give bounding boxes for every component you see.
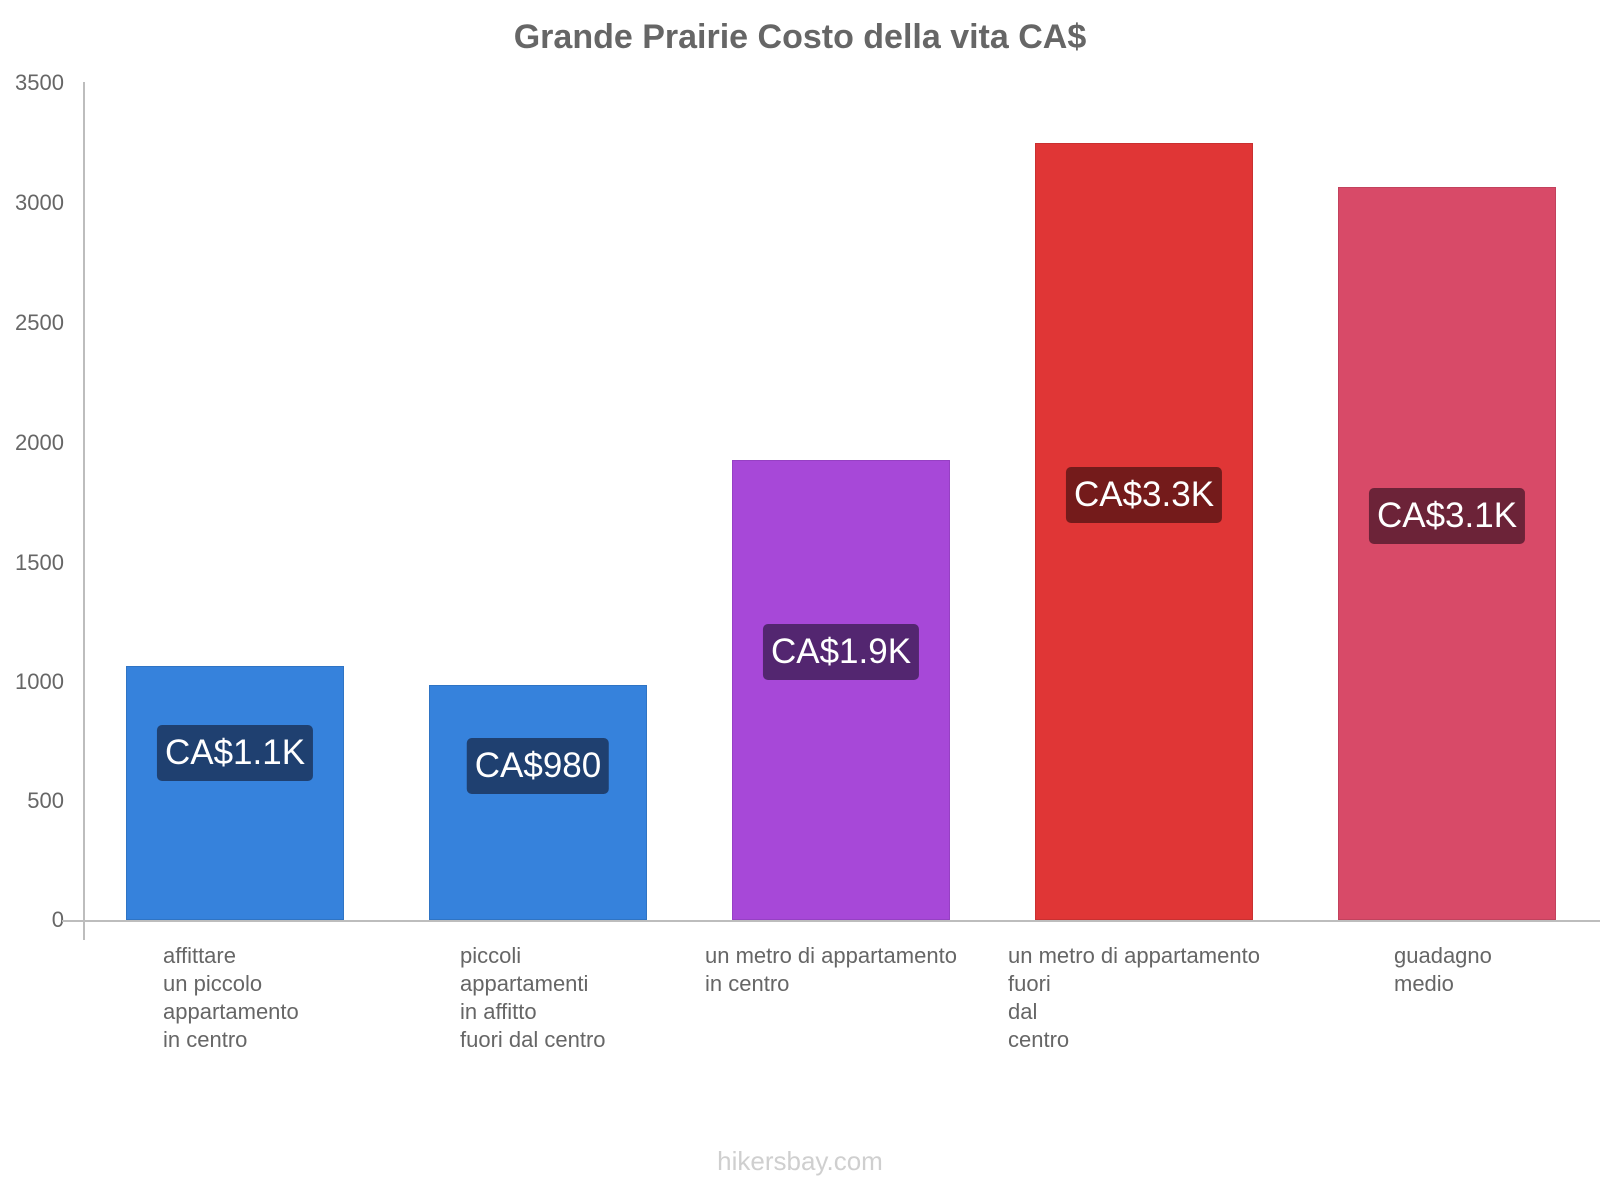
y-tick-label: 1000 (15, 669, 64, 694)
x-category-label: piccoli appartamenti in affitto fuori da… (460, 942, 606, 1054)
label-line: medio (1394, 971, 1454, 996)
bar-value-label: CA$1.1K (156, 725, 314, 781)
y-tick-label: 500 (27, 788, 64, 813)
label-line: un metro di appartamento (705, 943, 957, 968)
y-tick-label: 1500 (15, 550, 64, 575)
label-line: fuori dal centro (460, 1027, 606, 1052)
x-axis-line (62, 920, 1600, 922)
label-line: appartamenti (460, 971, 589, 996)
label-line: dal (1008, 999, 1038, 1024)
bar-value-label: CA$3.1K (1368, 488, 1526, 544)
y-tick-label: 2000 (15, 430, 64, 455)
bar-value-label: CA$980 (466, 738, 610, 794)
chart-title: Grande Prairie Costo della vita CA$ (513, 18, 1087, 56)
y-tick-label: 3500 (15, 70, 64, 95)
x-category-label: un metro di appartamento in centro (705, 942, 957, 998)
y-tick-label: 0 (51, 907, 64, 932)
footer-watermark: hikersbay.com (717, 1146, 883, 1176)
label-line: affittare (163, 943, 236, 968)
bar-small-apt-outside-center[interactable]: CA$980 (429, 685, 647, 920)
bar-value-label: CA$3.3K (1065, 467, 1223, 523)
y-tick-label: 3000 (15, 190, 64, 215)
x-category-label: un metro di appartamento fuori dal centr… (1008, 942, 1260, 1054)
label-line: guadagno (1394, 943, 1492, 968)
label-line: un piccolo (163, 971, 263, 996)
label-line: un metro di appartamento (1008, 943, 1260, 968)
x-category-label: guadagno medio (1394, 942, 1492, 998)
label-line: piccoli (460, 943, 522, 968)
bar-average-income[interactable]: CA$3.1K (1338, 187, 1556, 920)
label-line: in centro (705, 971, 790, 996)
bar-sqm-apt-center[interactable]: CA$1.9K (732, 460, 950, 920)
label-line: appartamento (163, 999, 299, 1024)
x-category-label: affittare un piccolo appartamento in cen… (163, 942, 299, 1054)
bar-rent-small-apt-center[interactable]: CA$1.1K (126, 666, 344, 920)
bar-value-label: CA$1.9K (762, 624, 920, 680)
label-line: in affitto (460, 999, 537, 1024)
y-axis-line (83, 82, 85, 940)
bar-sqm-apt-outside-center[interactable]: CA$3.3K (1035, 143, 1253, 920)
label-line: centro (1008, 1027, 1070, 1052)
y-tick-label: 2500 (15, 310, 64, 335)
label-line: in centro (163, 1027, 248, 1052)
label-line: fuori (1008, 971, 1051, 996)
